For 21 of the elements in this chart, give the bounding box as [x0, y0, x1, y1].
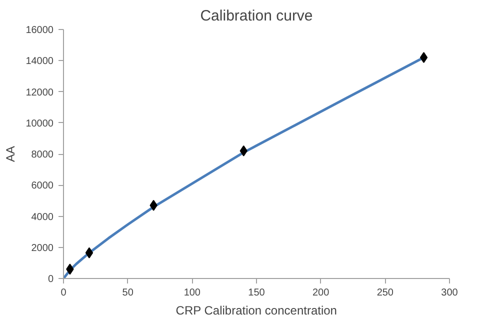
x-tick-label: 50	[122, 288, 134, 298]
x-tick-label: 100	[184, 288, 201, 298]
x-axis-title: CRP Calibration concentration	[176, 304, 337, 318]
y-tick-label: 6000	[31, 180, 54, 192]
y-tick-label: 4000	[31, 212, 54, 223]
y-tick-label: 0	[48, 274, 54, 285]
x-tick-label: 150	[248, 288, 266, 298]
y-axis-title: AA	[4, 146, 18, 162]
y-tick-label: 10000	[26, 118, 54, 130]
x-tick-label: 250	[376, 288, 394, 298]
x-tick-label: 300	[441, 288, 458, 298]
y-tick-label: 12000	[26, 87, 54, 98]
y-tick-label: 16000	[26, 25, 54, 36]
y-tick-label: 14000	[26, 56, 54, 68]
y-tick-label: 8000	[31, 150, 54, 160]
y-tick-label: 2000	[31, 242, 54, 254]
x-tick-label: 0	[60, 288, 67, 298]
chart-title: Calibration curve	[200, 8, 313, 24]
point	[420, 52, 428, 64]
point	[85, 247, 94, 258]
x-tick-label: 200	[312, 288, 330, 298]
